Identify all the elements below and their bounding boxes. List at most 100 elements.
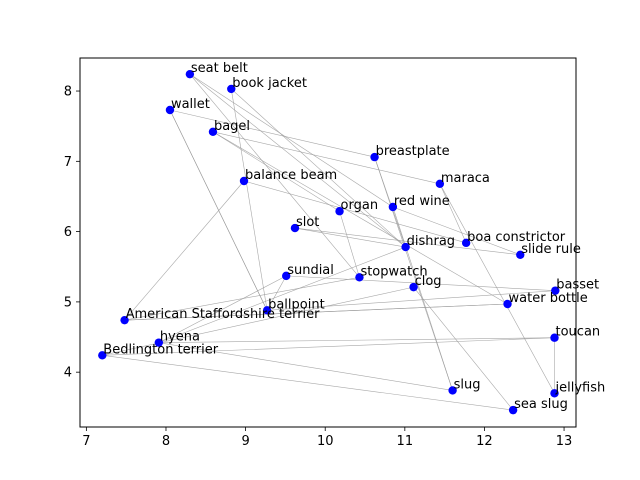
point-label: dishrag [407, 234, 455, 249]
edge-line [169, 109, 268, 311]
point-label: slot [296, 215, 319, 230]
y-tick-label: 4 [64, 366, 72, 381]
x-axis: 7 8 9 10 11 12 13 [82, 427, 572, 449]
x-tick-label: 13 [556, 434, 573, 449]
edge-line [169, 109, 375, 158]
point-label: wallet [171, 97, 210, 112]
point-label: slug [454, 377, 481, 392]
data-point [401, 242, 410, 252]
edge-line [102, 286, 414, 356]
edge-line [158, 246, 406, 343]
point-label: jellyfish [555, 380, 606, 395]
data-point [448, 386, 457, 395]
data-point [461, 238, 471, 248]
edge-line [392, 206, 521, 256]
edge-line [212, 131, 508, 305]
data-point [508, 405, 518, 415]
data-point [290, 223, 300, 233]
data-point [355, 273, 364, 282]
edge-line [413, 286, 514, 411]
data-point [370, 152, 379, 162]
point-label: maraca [441, 171, 490, 186]
data-point [262, 306, 272, 315]
edge-line [231, 88, 406, 248]
edge-line [158, 342, 453, 391]
data-point [154, 338, 164, 347]
edge-line [102, 355, 514, 411]
y-tick-label: 8 [64, 85, 72, 100]
point-label: Bedlington terrier [103, 342, 218, 357]
point-label: water bottle [509, 291, 588, 306]
data-point [551, 286, 560, 295]
data-point [239, 176, 249, 186]
data-point [388, 202, 398, 212]
data-point [185, 69, 195, 79]
edge-line [158, 275, 287, 343]
x-tick-label: 9 [241, 434, 249, 449]
data-point [550, 333, 559, 342]
point-label: seat belt [191, 61, 248, 76]
edge-line [439, 183, 555, 394]
edge-line [294, 227, 521, 256]
x-tick-label: 12 [476, 434, 493, 449]
point-label: American Staffordshire terrier [126, 307, 321, 322]
edge-layer [102, 73, 556, 411]
point-label: sundial [287, 263, 334, 278]
point-label: breastplate [376, 144, 450, 159]
edge-line [266, 275, 287, 311]
data-point [503, 299, 512, 309]
y-tick-label: 6 [64, 225, 72, 240]
point-layer [98, 69, 560, 415]
point-label: slide rule [521, 242, 581, 257]
y-tick-label: 5 [64, 295, 72, 310]
point-label: organ [341, 198, 379, 213]
edge-line [189, 73, 360, 278]
data-point [516, 250, 525, 259]
edge-line [124, 180, 245, 321]
edge-line [243, 180, 467, 244]
edge-line [212, 131, 440, 185]
edge-line [102, 337, 555, 356]
data-point [550, 389, 559, 398]
data-point [120, 315, 129, 325]
edge-line [339, 211, 360, 278]
point-label: bagel [214, 119, 250, 134]
edge-line [212, 131, 340, 212]
point-label: balance beam [245, 168, 337, 183]
edge-line [158, 337, 555, 343]
edge-line [286, 275, 556, 291]
point-label: clog [415, 274, 442, 289]
data-point [409, 282, 418, 292]
edge-line [124, 303, 508, 321]
edge-line [230, 88, 268, 311]
data-point [98, 351, 107, 360]
data-point [335, 207, 344, 216]
x-tick-label: 7 [82, 434, 90, 449]
point-label: stopwatch [360, 264, 427, 279]
point-label: sea slug [514, 397, 568, 412]
edge-line [189, 73, 406, 248]
data-point [282, 271, 291, 281]
point-label: ballpoint [268, 297, 325, 312]
point-label: toucan [556, 325, 601, 340]
edge-line [267, 290, 556, 311]
edge-line [124, 276, 360, 321]
data-point [208, 127, 218, 136]
data-point [435, 179, 445, 189]
data-point [165, 105, 175, 115]
x-tick-label: 10 [317, 434, 334, 449]
x-tick-label: 8 [162, 434, 170, 449]
x-tick-label: 11 [397, 434, 414, 449]
y-axis: 4 5 6 7 8 [64, 85, 80, 381]
edge-line [374, 157, 453, 391]
edge-line [189, 73, 394, 208]
point-label: red wine [394, 194, 450, 209]
point-label: book jacket [232, 76, 307, 91]
plot-frame [79, 57, 577, 428]
edge-line [392, 206, 453, 391]
point-label: basset [556, 278, 599, 293]
point-label: hyena [160, 330, 200, 345]
point-label: boa constrictor [467, 230, 566, 245]
